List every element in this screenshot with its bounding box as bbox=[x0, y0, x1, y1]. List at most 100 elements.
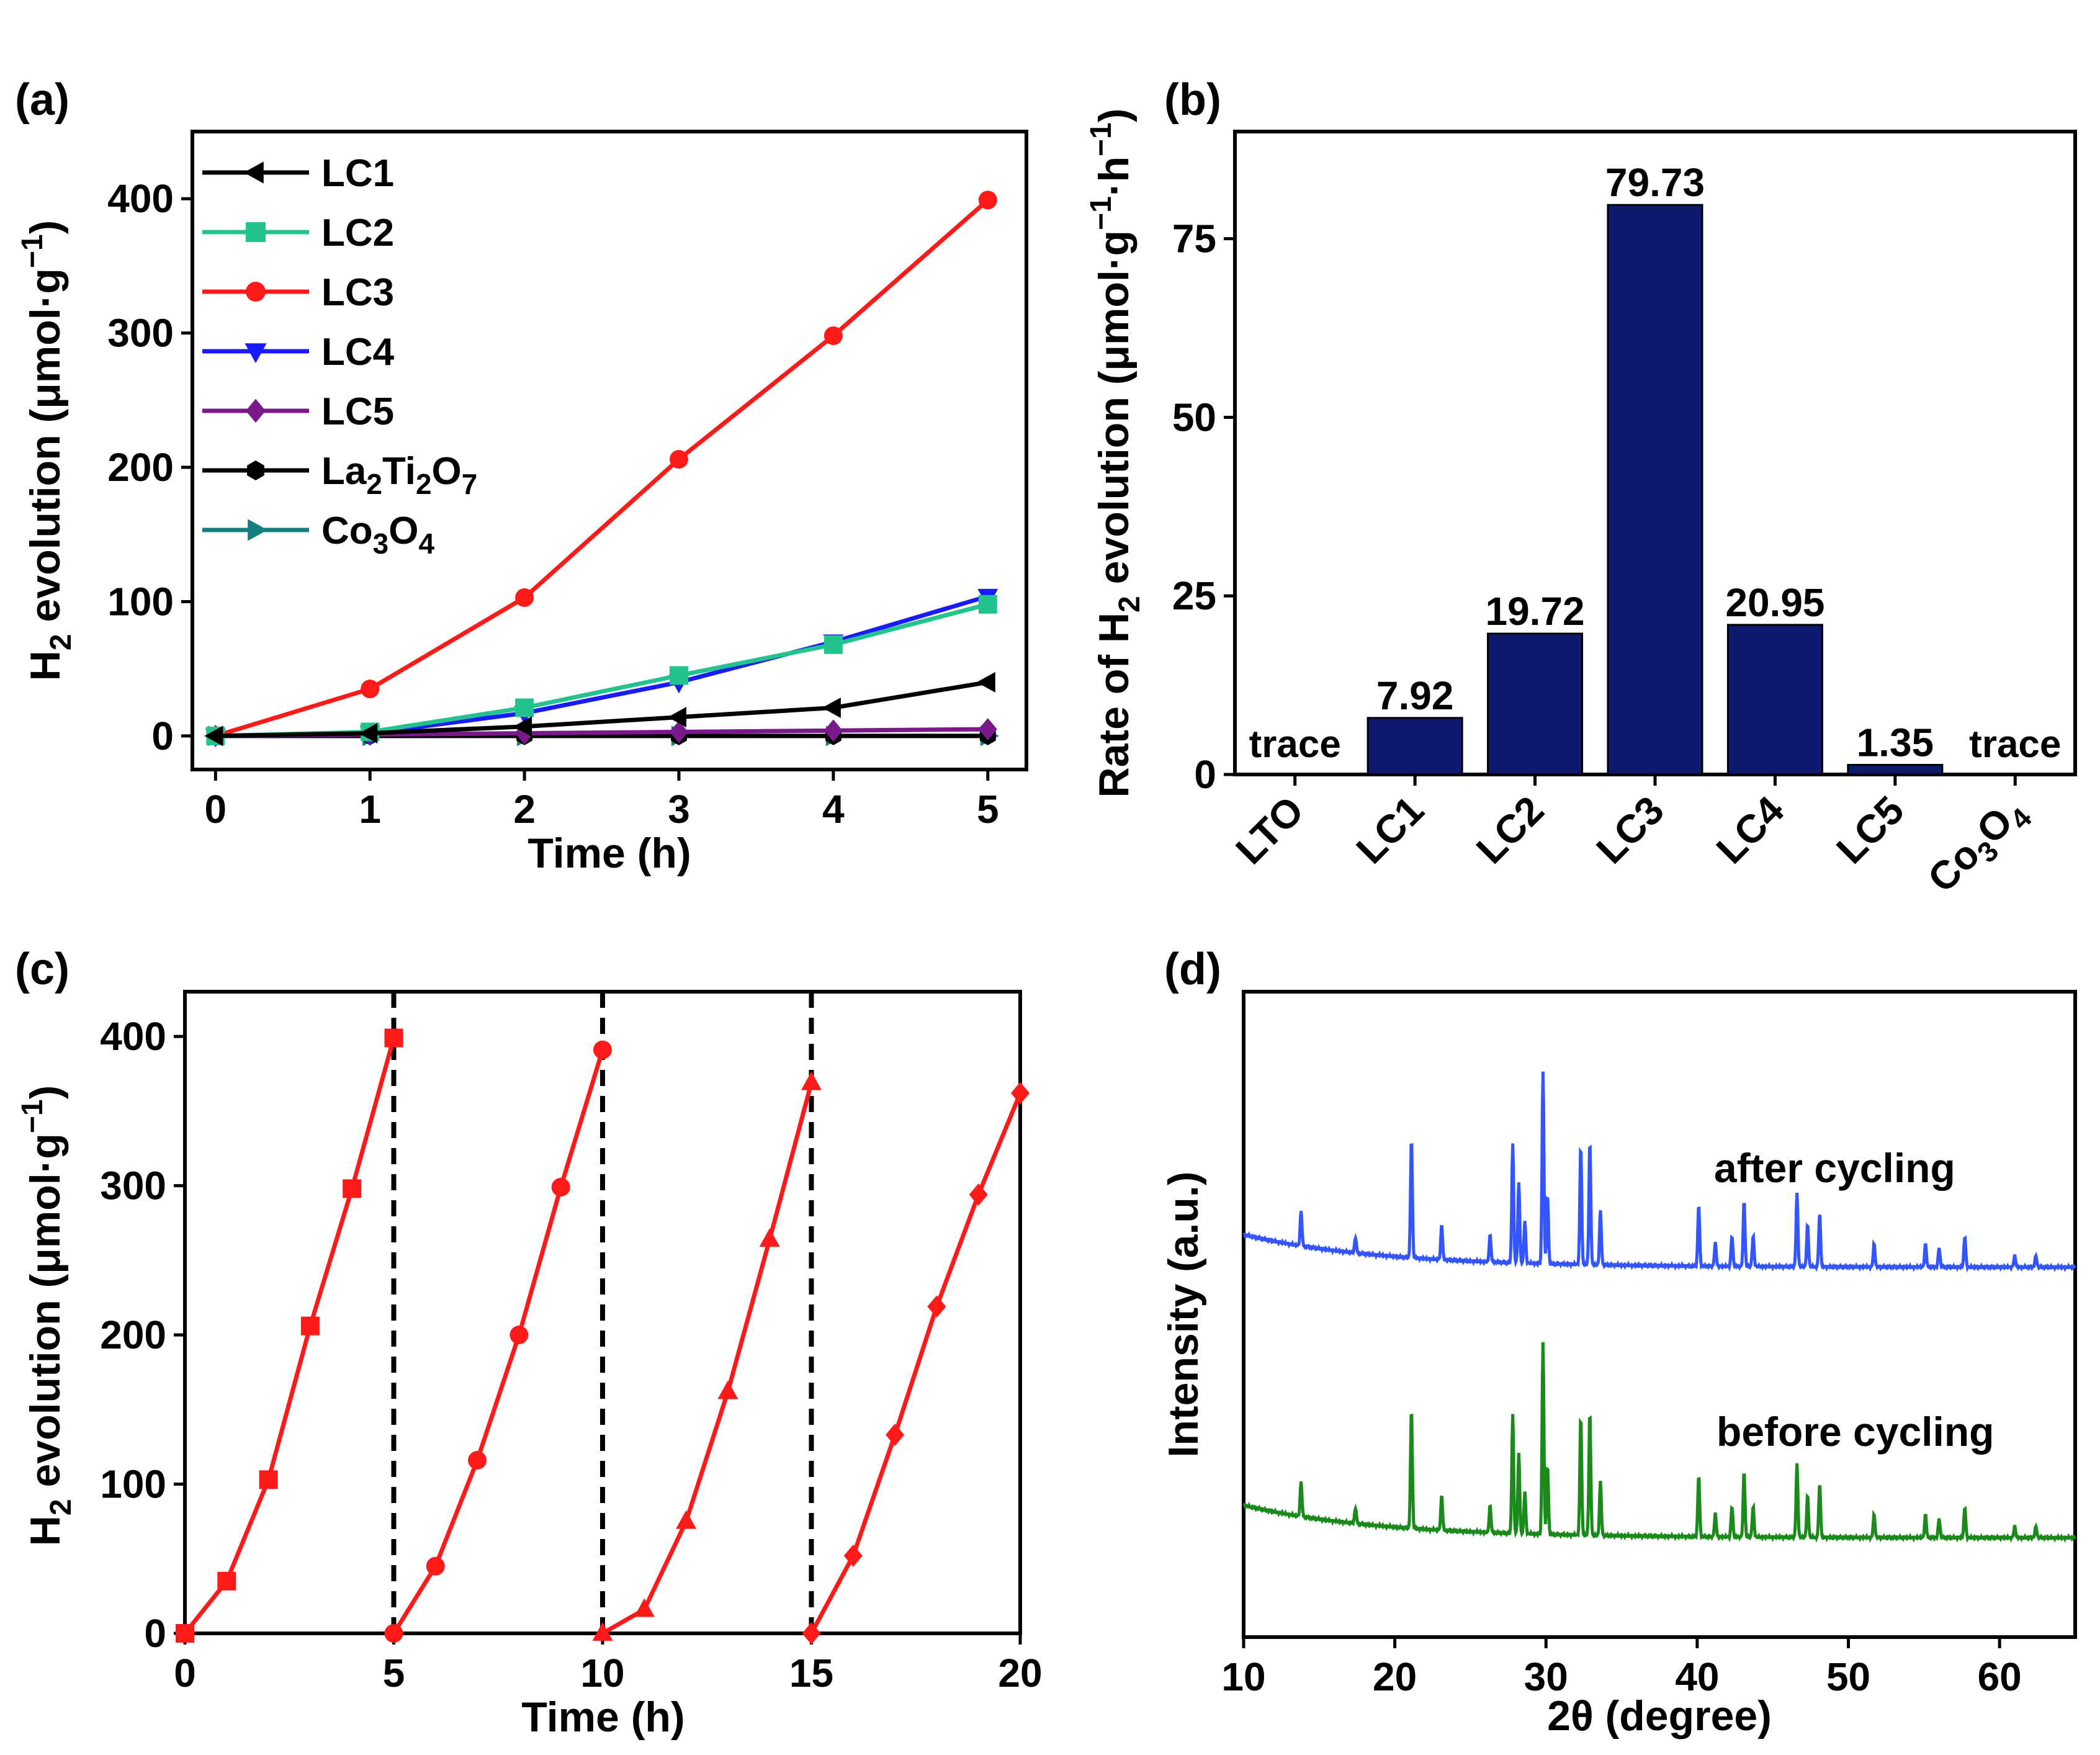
x-tick-label: 5 bbox=[383, 1651, 405, 1695]
legend-marker-LC3 bbox=[246, 282, 266, 302]
panel-d-label: (d) bbox=[1164, 945, 1221, 994]
cycle-1-point bbox=[176, 1624, 194, 1643]
label-before-cycling: before cycling bbox=[1716, 1409, 1994, 1455]
legend-marker-LC1 bbox=[243, 161, 264, 184]
y-tick-label: 0 bbox=[144, 1611, 166, 1656]
panel-a-y-axis-title: H2 evolution (μmol·g−1) bbox=[16, 220, 78, 681]
legend-marker-LC5 bbox=[246, 398, 266, 423]
cycle-3-point bbox=[592, 1622, 613, 1641]
data-point-LC2 bbox=[670, 666, 688, 685]
data-label-LC4: 20.95 bbox=[1725, 580, 1824, 625]
cycle-4-point bbox=[843, 1544, 863, 1567]
legend-label-La2Ti2O7: La2Ti2O7 bbox=[321, 450, 477, 500]
x-tick-label: 0 bbox=[174, 1651, 196, 1695]
y-tick-label: 50 bbox=[1172, 395, 1216, 439]
cycle-2-point bbox=[468, 1451, 487, 1470]
bar-LC2 bbox=[1487, 632, 1584, 776]
y-tick-label: 400 bbox=[107, 176, 174, 221]
legend-label-LC3: LC3 bbox=[321, 271, 394, 314]
data-point-LC3 bbox=[670, 450, 688, 469]
cycle-3-point bbox=[676, 1510, 697, 1529]
x-tick-label: 20 bbox=[998, 1651, 1042, 1695]
y-tick-label: 25 bbox=[1172, 573, 1216, 618]
cycle-1-point bbox=[300, 1316, 320, 1335]
data-label-LC1: 7.92 bbox=[1376, 673, 1454, 718]
legend-marker-LC4 bbox=[245, 343, 267, 364]
x-tick-label: 1 bbox=[359, 787, 381, 832]
data-point-LC1 bbox=[822, 697, 841, 718]
x-tick-label: LC4 bbox=[1708, 788, 1793, 873]
panel-c-label: (c) bbox=[15, 945, 70, 994]
cycle-4-point bbox=[927, 1295, 946, 1318]
bar-LC1 bbox=[1366, 717, 1463, 776]
data-point-LC1 bbox=[976, 671, 995, 693]
cycle-line-4 bbox=[809, 1092, 1023, 1635]
y-tick-label: 300 bbox=[107, 311, 174, 356]
panel-a-ticks: 0 1 2 3 4 5 0 100 200 300 400 bbox=[107, 176, 998, 832]
cycle-1-point bbox=[259, 1470, 278, 1489]
legend-marker-La2Ti2O7 bbox=[247, 460, 264, 480]
panel-c-y-axis-title: H2 evolution (μmol·g−1) bbox=[16, 1085, 78, 1546]
x-tick-label: 4 bbox=[822, 787, 845, 832]
series-line-LC3 bbox=[215, 198, 990, 738]
panel-a-frame bbox=[191, 130, 1028, 771]
data-point-LC2 bbox=[823, 635, 843, 654]
x-tick-label: 3 bbox=[668, 787, 690, 832]
y-tick-label: 0 bbox=[1194, 752, 1216, 797]
data-point-LC3 bbox=[361, 680, 380, 699]
cycle-4-point bbox=[886, 1424, 905, 1447]
label-after-cycling: after cycling bbox=[1714, 1145, 1955, 1191]
panel-d-frame bbox=[1242, 990, 2077, 1639]
cycle-3-point bbox=[634, 1598, 655, 1617]
cycle-4-point bbox=[1011, 1082, 1030, 1105]
x-tick-label: 20 bbox=[1373, 1654, 1417, 1699]
cycle-line-1 bbox=[183, 1037, 396, 1635]
panel-b-ticks: 0 25 50 75 LTO LC1 LC2 LC3 LC4 LC5 Co3O4 bbox=[1172, 217, 2038, 901]
bar-LC4 bbox=[1726, 624, 1823, 776]
panel-b: (b) 0 25 50 75 LTO LC1 LC2 LC3 LC4 LC5 Co3O4 trace… bbox=[1085, 75, 2077, 901]
x-tick-label: LC3 bbox=[1587, 788, 1672, 872]
x-tick-label: 10 bbox=[1221, 1654, 1265, 1699]
legend-label-LC1: LC1 bbox=[321, 152, 394, 195]
panel-c-series bbox=[176, 992, 1030, 1645]
data-point-LC2 bbox=[978, 595, 997, 614]
cycle-1-point bbox=[384, 1028, 403, 1048]
cycle-3-point bbox=[717, 1380, 738, 1399]
cycle-3-point bbox=[759, 1228, 780, 1247]
xrd-after-cycling bbox=[1242, 1071, 2077, 1273]
legend-label-LC2: LC2 bbox=[321, 212, 394, 254]
panel-a-label: (a) bbox=[15, 75, 70, 125]
cycle-1-point bbox=[217, 1571, 236, 1591]
panel-b-y-axis-title: Rate of H2 evolution (μmol·g−1·h−1) bbox=[1085, 109, 1146, 798]
data-point-LC1 bbox=[513, 716, 532, 737]
x-tick-label: 5 bbox=[977, 787, 999, 832]
cycle-2-point bbox=[551, 1178, 570, 1197]
cycle-line-3 bbox=[601, 1082, 814, 1636]
bar-LC3 bbox=[1607, 204, 1703, 776]
data-label-LC3: 79.73 bbox=[1605, 160, 1705, 205]
cycle-2-point bbox=[593, 1040, 612, 1059]
legend-label-Co3O4: Co3O4 bbox=[321, 509, 434, 560]
data-point-LC5 bbox=[823, 719, 843, 742]
series-line-LC4 bbox=[215, 594, 989, 738]
y-tick-label: 300 bbox=[100, 1164, 166, 1208]
panel-d: (d) 10 20 30 40 50 60 after cycling before cyc… bbox=[1160, 945, 2077, 1739]
y-tick-label: 75 bbox=[1172, 217, 1216, 261]
y-tick-label: 100 bbox=[100, 1462, 166, 1507]
panel-a-x-axis-title: Time (h) bbox=[527, 830, 691, 877]
panel-c-x-axis-title: Time (h) bbox=[521, 1694, 684, 1741]
data-point-LC1 bbox=[668, 707, 686, 728]
data-label-LTO: trace bbox=[1249, 723, 1341, 766]
data-label-LC5: 1.35 bbox=[1857, 720, 1934, 765]
cycle-1-point bbox=[343, 1179, 362, 1198]
data-point-LC3 bbox=[978, 191, 997, 210]
x-tick-label: LC1 bbox=[1348, 788, 1432, 872]
panel-d-series: after cycling before cycling bbox=[1242, 1071, 2077, 1543]
x-tick-label: LC2 bbox=[1468, 788, 1552, 872]
xrd-before-cycling bbox=[1242, 1342, 2077, 1543]
cycle-2-point bbox=[426, 1556, 445, 1576]
panel-d-ticks: 10 20 30 40 50 60 bbox=[1221, 1637, 2022, 1699]
